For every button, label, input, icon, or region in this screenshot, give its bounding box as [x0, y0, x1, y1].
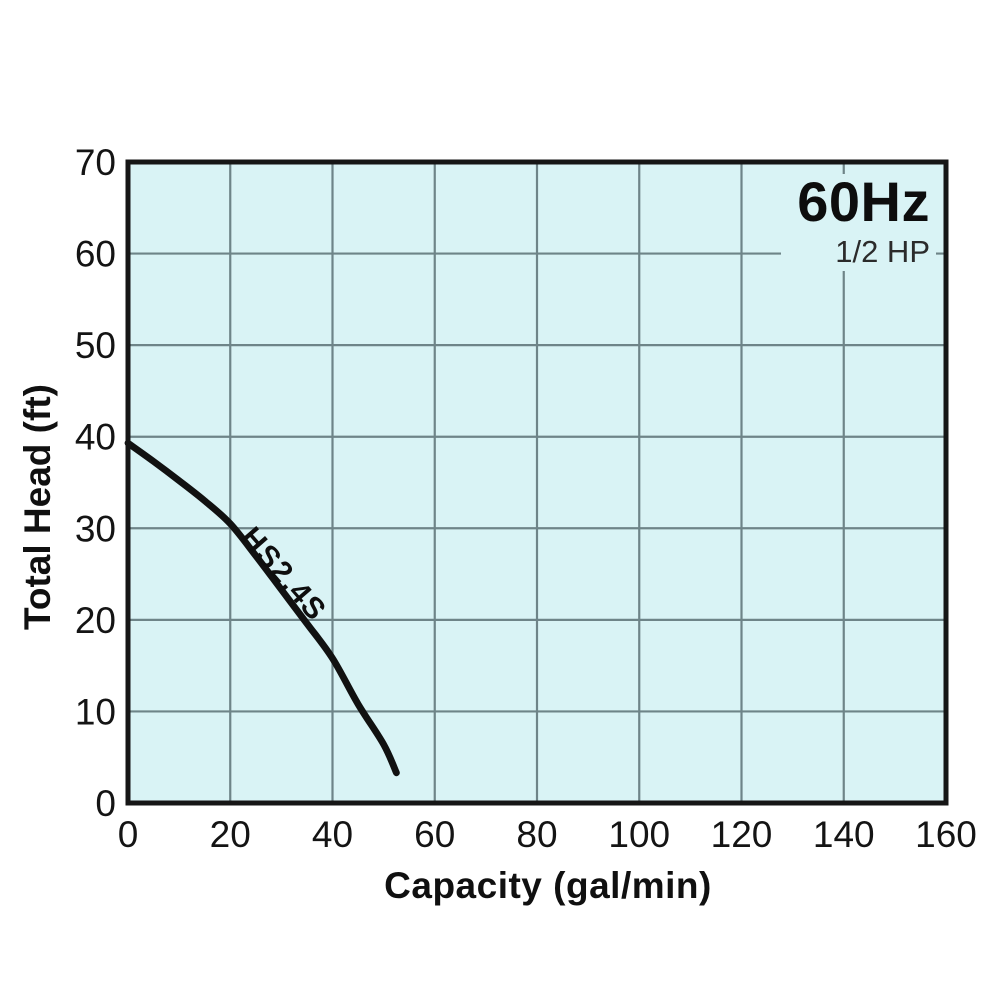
- y-tick-label: 10: [75, 691, 116, 732]
- y-tick-label: 60: [75, 234, 116, 275]
- y-axis-title: Total Head (ft): [17, 384, 58, 630]
- x-tick-label: 100: [608, 814, 670, 855]
- x-tick-label: 0: [118, 814, 139, 855]
- frequency-label: 60Hz: [797, 170, 930, 233]
- x-tick-label: 20: [210, 814, 251, 855]
- y-tick-label: 0: [95, 783, 116, 824]
- x-tick-label: 40: [312, 814, 353, 855]
- y-tick-label: 40: [75, 417, 116, 458]
- y-axis-tick-labels: 0 10 20 30 40 50 60 70: [75, 142, 116, 824]
- pump-curve: [124, 439, 400, 777]
- y-tick-label: 70: [75, 142, 116, 183]
- x-axis-tick-labels: 0 20 40 60 80 100 120 140 160: [118, 814, 977, 855]
- x-tick-label: 160: [915, 814, 977, 855]
- y-tick-label: 30: [75, 508, 116, 549]
- x-axis-title: Capacity (gal/min): [384, 865, 712, 906]
- x-tick-label: 120: [711, 814, 773, 855]
- x-tick-label: 140: [813, 814, 875, 855]
- frequency-power-annotation: 60Hz 1/2 HP: [781, 174, 936, 271]
- plot-border-rect: [125, 159, 949, 806]
- y-tick-label: 50: [75, 325, 116, 366]
- pump-curve-line: [124, 439, 400, 777]
- plot-border: [125, 159, 949, 806]
- y-tick-label: 20: [75, 600, 116, 641]
- x-tick-label: 80: [516, 814, 557, 855]
- x-tick-label: 60: [414, 814, 455, 855]
- power-label: 1/2 HP: [835, 234, 930, 269]
